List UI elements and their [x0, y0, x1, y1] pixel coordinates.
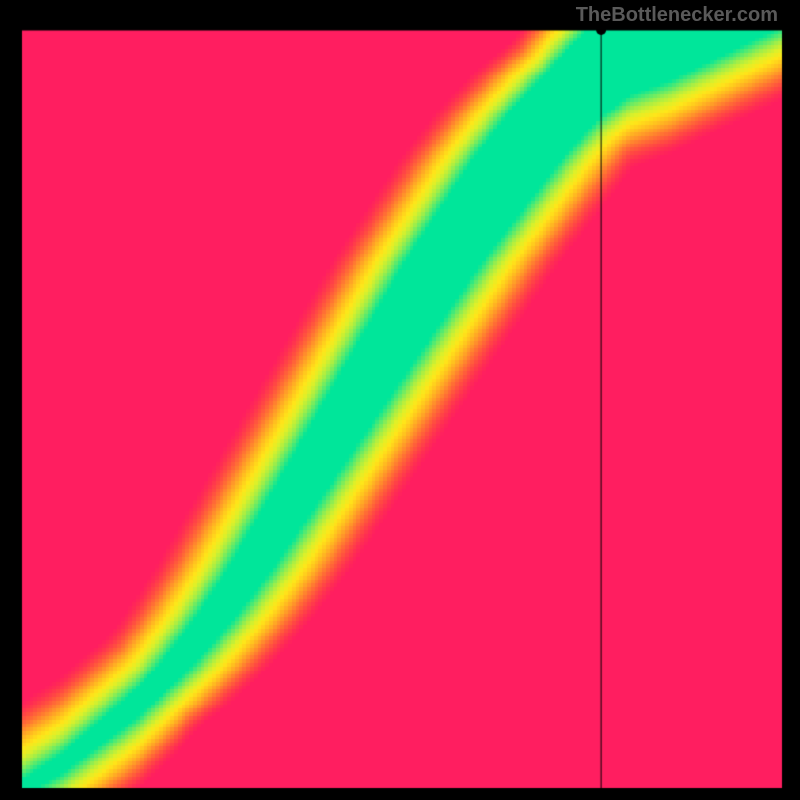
watermark-text: TheBottlenecker.com: [576, 4, 778, 27]
chart-container: TheBottlenecker.com: [0, 0, 800, 800]
heatmap-canvas: [0, 0, 800, 800]
